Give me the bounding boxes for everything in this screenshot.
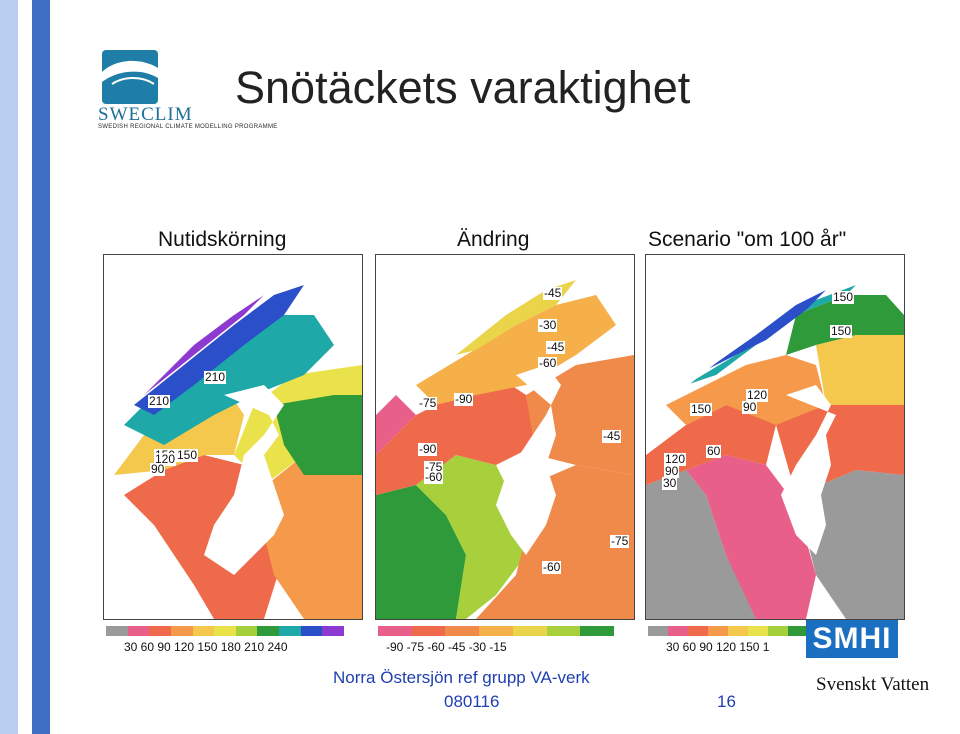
map-andring	[376, 255, 634, 619]
legend-swatch	[279, 626, 301, 636]
legend-swatch	[149, 626, 171, 636]
page-number: 16	[717, 692, 736, 711]
map-label: -45	[602, 429, 622, 443]
legend-ticks-scenario: 30 60 90 120 150 1	[666, 640, 770, 654]
left-accent-gap	[18, 0, 32, 734]
legend-ticks-andring: -90 -75 -60 -45 -30 -15	[386, 640, 507, 654]
map-label: 90	[742, 400, 758, 414]
left-accent-bar-dark	[32, 0, 50, 734]
legend-swatch	[445, 626, 480, 636]
sweclim-logo-text: SWECLIM	[98, 104, 193, 125]
legend-swatch	[300, 626, 323, 636]
panel-title-nutid: Nutidskörning	[158, 228, 287, 251]
left-accent-bar-light	[0, 0, 18, 734]
map-label: -90	[418, 442, 438, 456]
map-label: 150	[832, 290, 855, 304]
map-panel-nutid: 210 210 150 150 120 90	[103, 254, 363, 620]
legend-swatch	[411, 626, 446, 636]
legend-swatch	[688, 626, 708, 636]
sweclim-emblem-icon	[102, 50, 158, 104]
map-label: -75	[418, 396, 438, 410]
map-label: 120	[746, 388, 769, 402]
map-label: 150	[830, 324, 853, 338]
footer-date: 080116	[444, 692, 500, 711]
sweclim-logo-subtitle: SWEDISH REGIONAL CLIMATE MODELLING PROGR…	[98, 124, 278, 130]
legend-swatch	[378, 626, 412, 636]
legend-swatch	[127, 626, 150, 636]
map-label: 150	[690, 402, 713, 416]
legend-swatch	[546, 626, 581, 636]
legend-swatch	[580, 626, 614, 636]
slide-title: Snötäckets varaktighet	[235, 62, 691, 113]
panel-title-scenario: Scenario "om 100 år"	[648, 228, 847, 251]
legend-swatch	[192, 626, 215, 636]
map-label: 120	[664, 452, 687, 466]
legend-swatch	[322, 626, 344, 636]
map-label: -30	[538, 318, 558, 332]
map-label: 90	[150, 462, 166, 476]
panel-title-andring: Ändring	[457, 228, 530, 251]
legend-swatch	[106, 626, 128, 636]
sweclim-logo: SWECLIM SWEDISH REGIONAL CLIMATE MODELLI…	[98, 50, 308, 130]
map-label: 30	[662, 476, 678, 490]
map-nutid	[104, 255, 362, 619]
map-label: -60	[424, 470, 444, 484]
legend-swatch	[668, 626, 688, 636]
map-label: -90	[454, 392, 474, 406]
legend-scenario	[648, 626, 808, 636]
map-panel-scenario: 150 150 120 150 90 60 120 90 30	[645, 254, 905, 620]
map-label: -75	[424, 460, 444, 474]
map-label: 150	[176, 448, 199, 462]
legend-andring	[378, 626, 614, 636]
map-label: -75	[610, 534, 630, 548]
map-scenario	[646, 255, 904, 619]
map-label: 90	[664, 464, 680, 478]
legend-swatch	[768, 626, 788, 636]
map-label: 120	[154, 452, 177, 466]
legend-swatch	[170, 626, 193, 636]
map-label: -60	[538, 356, 558, 370]
map-label: 60	[706, 444, 722, 458]
map-label: 210	[148, 394, 171, 408]
legend-swatch	[512, 626, 547, 636]
legend-swatch	[257, 626, 279, 636]
legend-swatch	[479, 626, 513, 636]
footer-text: Norra Östersjön ref grupp VA-verk	[333, 668, 590, 687]
legend-swatch	[235, 626, 258, 636]
map-label: -45	[543, 286, 563, 300]
legend-swatch	[788, 626, 808, 636]
legend-ticks-nutid: 30 60 90 120 150 180 210 240	[124, 640, 288, 654]
map-label: -45	[546, 340, 566, 354]
legend-nutid	[106, 626, 344, 636]
legend-swatch	[748, 626, 768, 636]
map-panel-andring: -45 -30 -45 -60 -75 -90 -90 -75 -60 -45 …	[375, 254, 635, 620]
legend-swatch	[214, 626, 236, 636]
map-label: -60	[542, 560, 562, 574]
svensktvatten-logo: Svenskt Vatten	[816, 674, 930, 695]
smhi-logo: SMHI	[806, 620, 898, 658]
map-label: 210	[204, 370, 227, 384]
legend-swatch	[648, 626, 668, 636]
legend-swatch	[708, 626, 728, 636]
legend-swatch	[728, 626, 748, 636]
